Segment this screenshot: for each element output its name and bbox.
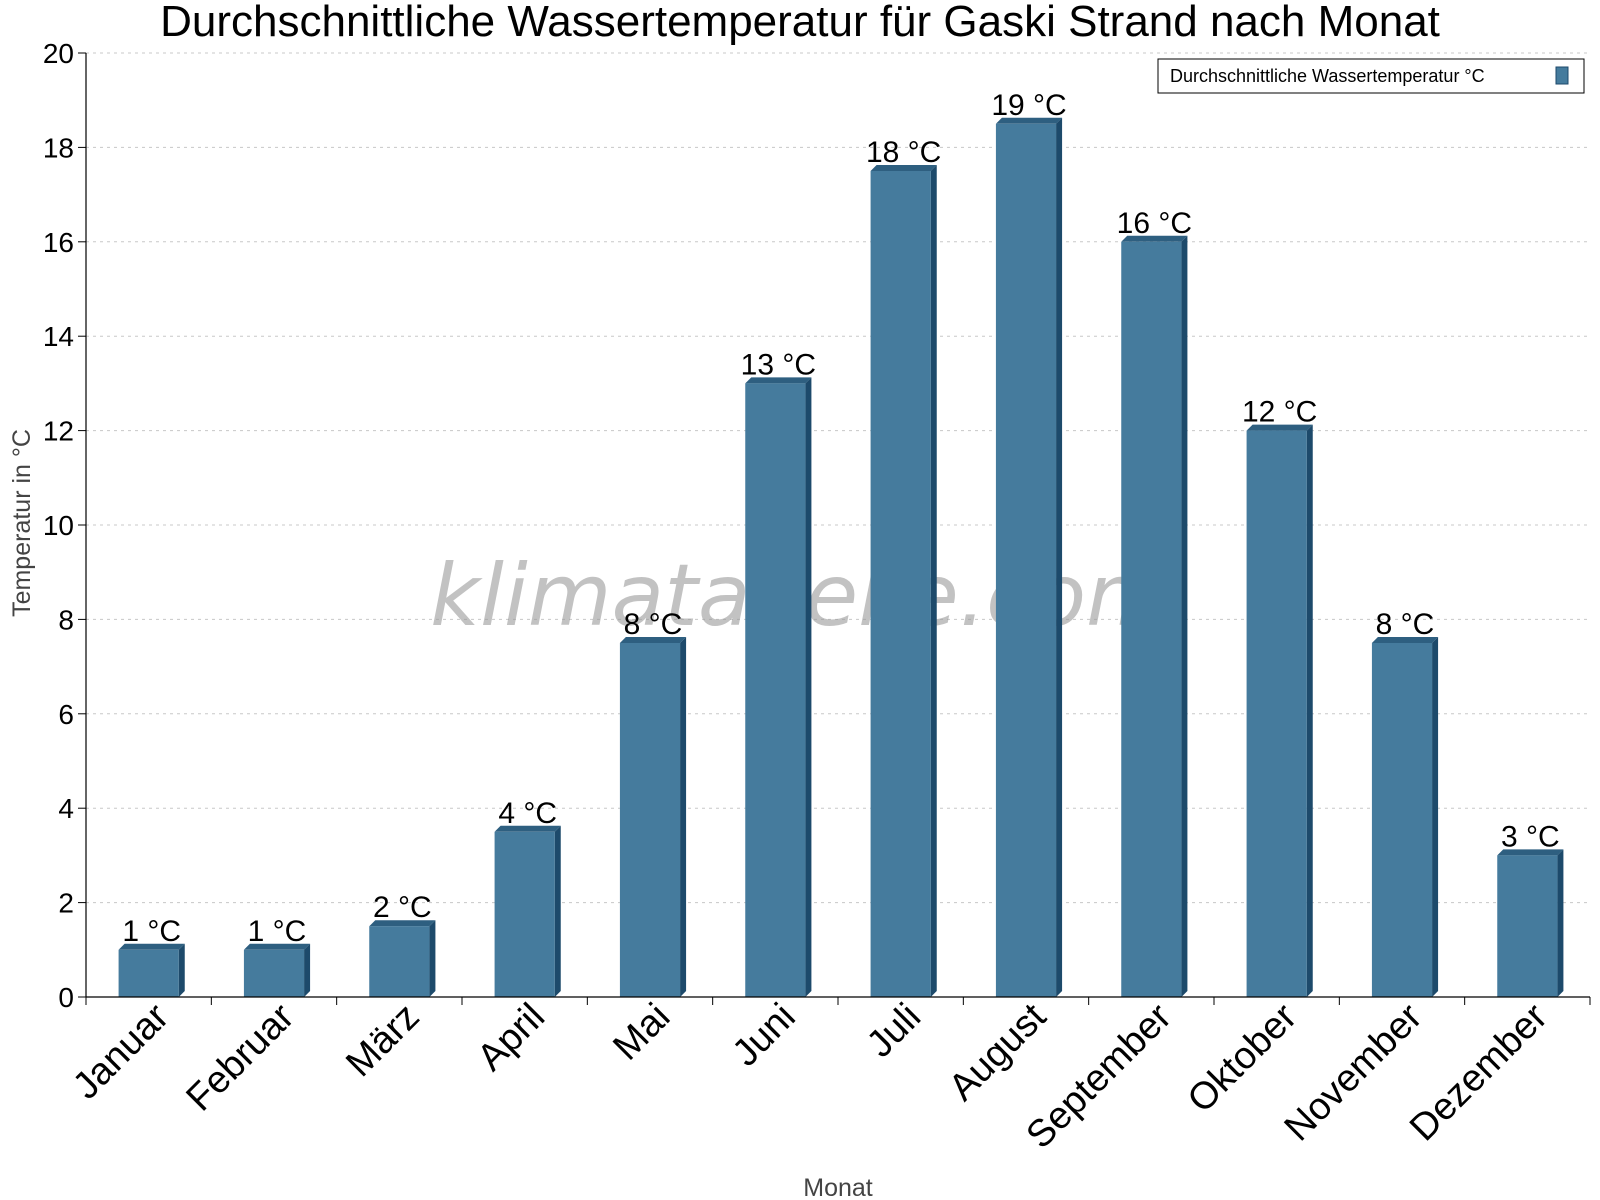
bar: [745, 383, 806, 997]
y-tick-label: 8: [58, 604, 74, 635]
bar: [1246, 430, 1307, 998]
bar: [995, 123, 1057, 998]
x-tick-label: Oktober: [1180, 995, 1306, 1121]
bar-februar: [243, 943, 311, 997]
bar: [1371, 643, 1433, 997]
bar-april: [494, 825, 561, 997]
y-axis-title: Temperatur in °C: [8, 429, 36, 617]
bar-side: [1056, 117, 1063, 998]
bar: [369, 926, 430, 997]
x-tick-label: Januar: [65, 995, 177, 1107]
bar-oktober: [1246, 424, 1313, 998]
bar-top: [243, 943, 311, 950]
x-tick-labels: Januar Februar März April Mai Juni Juli AugustS…: [65, 995, 1556, 1156]
bar-side: [1181, 235, 1188, 998]
bar-side: [178, 943, 185, 997]
x-tick-label: Mai: [605, 996, 678, 1069]
data-label: 1 °C: [248, 915, 307, 948]
axes: [78, 52, 1591, 1005]
bar: [118, 949, 179, 997]
bar-november: [1371, 637, 1439, 997]
x-tick-label: März: [338, 996, 427, 1085]
bar: [494, 831, 555, 997]
bar-side: [1306, 424, 1313, 998]
x-tick-label: Juli: [859, 996, 929, 1066]
y-tick-labels: 0 2 4 6 8 10 12 14 16 18 20: [43, 38, 74, 1013]
x-tick-label: April: [470, 996, 553, 1079]
bar-märz: [369, 920, 436, 997]
x-axis-title: Monat: [803, 1174, 873, 1200]
bars: [118, 117, 1564, 998]
y-tick-label: 10: [43, 510, 74, 541]
data-label: 18 °C: [866, 136, 941, 169]
y-tick-label: 2: [58, 888, 74, 919]
data-label: 13 °C: [741, 348, 816, 381]
bar: [870, 171, 931, 997]
bar-top: [995, 117, 1063, 124]
y-tick-label: 0: [58, 982, 74, 1013]
data-label: 1 °C: [122, 915, 181, 948]
bar-side: [1557, 849, 1564, 997]
bar-januar: [118, 943, 185, 997]
data-label: 16 °C: [1117, 207, 1192, 240]
y-tick-label: 18: [43, 132, 74, 163]
bar-top: [1246, 424, 1313, 431]
bar-september: [1121, 235, 1188, 998]
data-label: 12 °C: [1242, 396, 1317, 429]
x-tick-label: Dezember: [1402, 995, 1556, 1149]
bar-side: [1432, 637, 1439, 997]
bar: [619, 643, 681, 997]
bar-top: [1121, 235, 1188, 242]
chart-title: Durchschnittliche Wassertemperatur für G…: [160, 0, 1440, 46]
bar-side: [429, 920, 436, 997]
legend-box: [1157, 58, 1585, 94]
data-label: 8 °C: [1376, 608, 1435, 641]
bar-top: [745, 377, 812, 384]
data-label: 4 °C: [498, 797, 557, 830]
bar-dezember: [1497, 849, 1564, 997]
x-tick-label: Juni: [725, 996, 804, 1075]
y-tick-label: 6: [58, 699, 74, 730]
y-tick-label: 14: [43, 321, 74, 352]
legend: Durchschnittliche Wassertemperatur °C: [1157, 58, 1585, 94]
bar-side: [554, 825, 561, 997]
bar-side: [680, 637, 687, 997]
y-tick-label: 4: [58, 793, 74, 824]
bar-mai: [619, 637, 687, 997]
data-label: 8 °C: [624, 608, 683, 641]
bar-top: [1371, 637, 1439, 643]
bar-top: [118, 943, 185, 950]
bar: [1497, 855, 1558, 997]
grid-lines: [86, 52, 1590, 904]
bar-juli: [870, 165, 937, 997]
bar-top: [619, 637, 687, 643]
y-tick-label: 16: [43, 227, 74, 258]
data-labels: 1 °C 1 °C 2 °C 4 °C 8 °C 13 °C 18 °C 19 °C 16 °C…: [122, 89, 1559, 948]
bar-side: [304, 943, 311, 997]
bar-side: [805, 377, 812, 997]
data-label: 19 °C: [991, 89, 1066, 122]
x-tick-label: August: [941, 995, 1055, 1109]
bar-juni: [745, 377, 812, 997]
y-tick-label: 20: [43, 38, 74, 69]
bar: [1121, 241, 1182, 998]
legend-swatch: [1555, 66, 1569, 85]
data-label: 2 °C: [373, 891, 432, 924]
bar-august: [995, 117, 1063, 998]
y-tick-label: 12: [43, 416, 74, 447]
bar: [243, 949, 305, 997]
bar-top: [870, 165, 937, 171]
bar-top: [494, 825, 561, 832]
legend-label: Durchschnittliche Wassertemperatur °C: [1170, 66, 1485, 86]
bar-top: [1497, 849, 1564, 856]
bar-side: [930, 165, 937, 997]
bar-top: [369, 920, 436, 927]
data-label: 3 °C: [1501, 820, 1560, 853]
x-tick-label: Februar: [179, 995, 303, 1119]
